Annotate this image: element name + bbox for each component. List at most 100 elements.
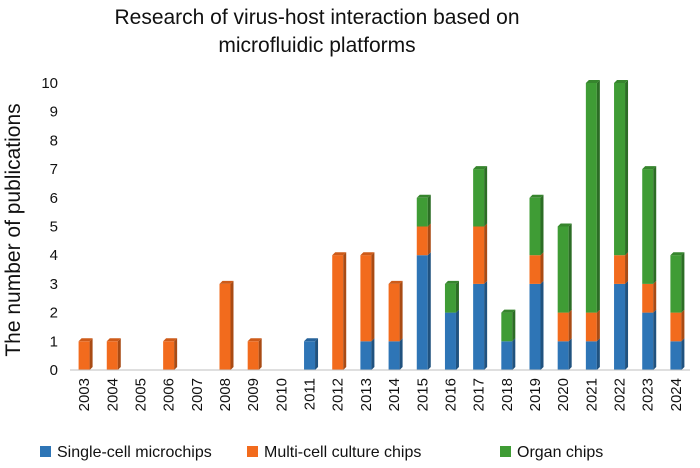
legend-item: Multi-cell culture chips bbox=[247, 444, 421, 461]
y-tick-label: 1 bbox=[50, 333, 58, 350]
bar-segment bbox=[529, 252, 544, 284]
bar-segment bbox=[557, 338, 572, 370]
bar-segment-front bbox=[163, 341, 175, 370]
bar-segment-side bbox=[512, 309, 516, 342]
bar-top bbox=[529, 194, 544, 198]
bar-segment-side bbox=[653, 280, 657, 313]
bar-top bbox=[614, 80, 629, 83]
bar-segment-side bbox=[399, 280, 403, 342]
bar-segment bbox=[614, 280, 629, 370]
bar-segment bbox=[670, 338, 685, 370]
y-tick-label: 5 bbox=[50, 219, 58, 236]
bar-segment bbox=[444, 280, 459, 313]
x-tick-label: 2016 bbox=[442, 378, 459, 411]
x-axis-ticks: 2003 2004 2005 2006 2007 2008 2009 2010 2011 2012… bbox=[76, 378, 685, 411]
bar-top bbox=[304, 338, 319, 342]
bar-segment-front bbox=[614, 83, 626, 256]
bar-top bbox=[219, 280, 234, 284]
bar-segment-front bbox=[473, 283, 485, 370]
bar-segment bbox=[501, 309, 516, 342]
bar-segment-side bbox=[540, 252, 544, 284]
bar-segment bbox=[670, 309, 685, 342]
bar-segment-front bbox=[670, 312, 682, 342]
x-tick-label: 2015 bbox=[414, 378, 431, 411]
bar-segment-side bbox=[343, 252, 347, 370]
bar-segment-front bbox=[473, 169, 485, 227]
bar-segment bbox=[529, 280, 544, 370]
bar-segment bbox=[106, 338, 121, 370]
bar-segment-front bbox=[670, 341, 682, 370]
legend-swatch bbox=[40, 446, 51, 457]
x-tick-label: 2011 bbox=[302, 378, 319, 410]
bar-segment-front bbox=[557, 226, 569, 313]
bar-segment bbox=[473, 223, 488, 284]
bar-segment-front bbox=[585, 83, 597, 313]
y-tick-label: 0 bbox=[50, 362, 58, 379]
bar-segment-front bbox=[501, 341, 513, 370]
bar-segment-side bbox=[568, 309, 572, 342]
bar-top bbox=[670, 252, 685, 256]
x-tick-label: 2012 bbox=[330, 378, 347, 411]
bar-segment-front bbox=[360, 341, 372, 370]
bar-top bbox=[416, 194, 431, 198]
bar-segment-side bbox=[625, 252, 629, 284]
bar-segment-front bbox=[332, 255, 344, 370]
x-tick-label: 2003 bbox=[76, 378, 93, 411]
bar-segment bbox=[416, 252, 431, 370]
bar-segment-front bbox=[529, 255, 541, 284]
bar-top bbox=[388, 280, 403, 284]
bar-top bbox=[473, 166, 488, 170]
bar-segment bbox=[642, 309, 657, 370]
bar-segment-front bbox=[585, 312, 597, 342]
x-tick-label: 2022 bbox=[612, 378, 629, 411]
bar-segment bbox=[219, 280, 234, 370]
bar-top bbox=[501, 309, 516, 313]
bar-segment-side bbox=[455, 309, 459, 370]
bar-segment-side bbox=[371, 338, 375, 370]
y-tick-label: 9 bbox=[50, 104, 58, 121]
y-tick-label: 2 bbox=[50, 305, 58, 322]
bar-segment-side bbox=[625, 80, 629, 256]
bar-segment-side bbox=[174, 338, 178, 370]
bar-segment-side bbox=[568, 338, 572, 370]
bar-segment-side bbox=[540, 194, 544, 256]
bar-segment bbox=[360, 252, 375, 342]
x-tick-label: 2010 bbox=[273, 378, 290, 411]
bar-top bbox=[642, 166, 657, 170]
bar-segment-side bbox=[371, 252, 375, 342]
x-tick-label: 2005 bbox=[132, 378, 149, 411]
bar-segment-front bbox=[106, 341, 118, 370]
bar-segment-side bbox=[117, 338, 121, 370]
legend: Single-cell microchips Multi-cell culture… bbox=[40, 444, 603, 461]
bar-segment bbox=[388, 280, 403, 342]
bar-segment-side bbox=[681, 338, 685, 370]
bar-segment bbox=[416, 194, 431, 227]
legend-item: Organ chips bbox=[500, 444, 603, 461]
chart-title-line-2: microfluidic platforms bbox=[218, 34, 415, 57]
y-axis-ticks: 0 1 2 3 4 5 6 7 8 9 10 bbox=[41, 75, 58, 379]
bar-top bbox=[585, 80, 600, 83]
bar-top bbox=[163, 338, 178, 342]
x-tick-label: 2009 bbox=[245, 378, 262, 411]
y-tick-label: 3 bbox=[50, 276, 58, 293]
bar-segment-front bbox=[642, 283, 654, 313]
bar-top bbox=[444, 280, 459, 284]
bar-segment bbox=[642, 280, 657, 313]
bar-segment bbox=[557, 309, 572, 342]
bar-segment-side bbox=[568, 223, 572, 313]
bar-segment-front bbox=[473, 226, 485, 284]
bar-segment-side bbox=[315, 338, 319, 370]
bar-segment-front bbox=[304, 341, 316, 370]
bar-segment-side bbox=[512, 338, 516, 370]
bar-segment-side bbox=[596, 338, 600, 370]
bar-segment bbox=[501, 338, 516, 370]
bar-segment-side bbox=[230, 280, 234, 370]
bar-segment-front bbox=[247, 341, 259, 370]
bar-segment-front bbox=[416, 255, 428, 370]
bar-segment-front bbox=[360, 255, 372, 342]
y-axis-label: The number of publications bbox=[2, 103, 25, 356]
bar-segment-side bbox=[681, 309, 685, 342]
bar-segment-front bbox=[388, 341, 400, 370]
bar-segment-front bbox=[444, 283, 456, 313]
bar-segment-front bbox=[219, 283, 231, 370]
